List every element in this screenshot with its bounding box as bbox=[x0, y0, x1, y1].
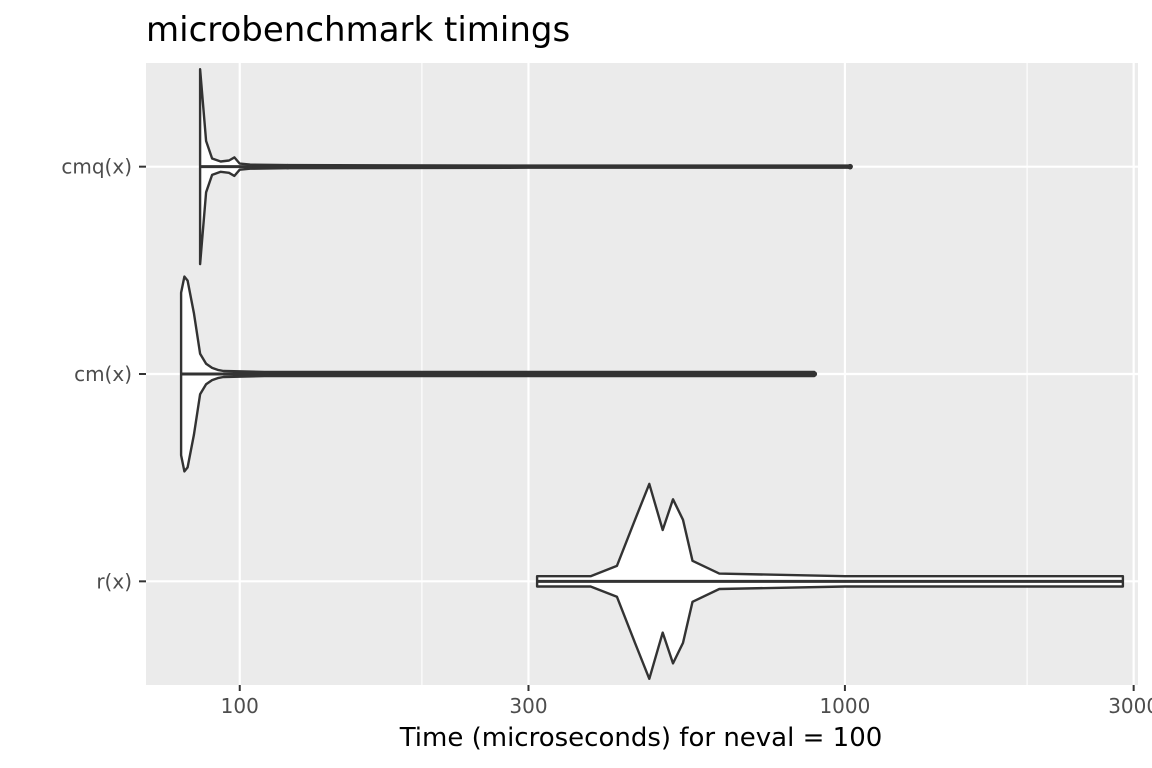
x-tick-label: 3000 bbox=[1108, 694, 1152, 718]
y-axis: cmq(x) cm(x) r(x) bbox=[61, 155, 146, 593]
outlier-point bbox=[284, 163, 291, 170]
y-tick-label: r(x) bbox=[96, 569, 132, 593]
outlier-point bbox=[847, 163, 853, 170]
x-tick-label: 100 bbox=[221, 694, 259, 718]
x-axis-title: Time (microseconds) for neval = 100 bbox=[399, 723, 883, 753]
chart-title: microbenchmark timings bbox=[146, 10, 570, 50]
outlier-point bbox=[477, 371, 484, 377]
y-tick-label: cm(x) bbox=[74, 362, 132, 386]
x-axis: 100 300 1000 3000 bbox=[221, 685, 1152, 718]
x-tick-label: 1000 bbox=[819, 694, 870, 718]
outlier-point bbox=[264, 371, 270, 377]
y-tick-label: cmq(x) bbox=[61, 155, 132, 179]
violins bbox=[179, 68, 1125, 680]
outlier-point bbox=[247, 163, 253, 170]
x-tick-label: 300 bbox=[509, 694, 547, 718]
outlier-point bbox=[811, 371, 818, 377]
